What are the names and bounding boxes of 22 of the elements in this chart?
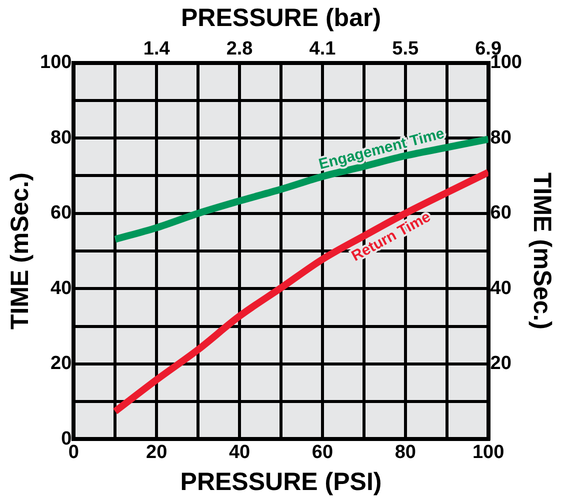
x2-axis-title: PRESSURE (bar) (180, 4, 382, 32)
y2-tick-label: 20 (490, 353, 512, 374)
y-tick-label: 20 (50, 353, 72, 374)
y-tick-label: 40 (50, 278, 72, 299)
x2-tick-label: 4.1 (309, 38, 336, 60)
y2-tick-label: 80 (490, 127, 512, 148)
y2-tick-label: 60 (490, 202, 512, 224)
y-tick-label: 80 (50, 127, 72, 148)
x-tick-label: 80 (394, 442, 416, 463)
y2-tick-label: 40 (490, 278, 512, 299)
x2-tick-label: 5.5 (392, 38, 420, 60)
x-tick-label: 100 (472, 442, 504, 463)
y-tick-label: 100 (40, 52, 72, 74)
y-tick-label: 60 (50, 202, 72, 224)
x-tick-label: 40 (228, 442, 250, 463)
x-axis-title: PRESSURE (PSI) (180, 468, 382, 496)
y2-axis-title: TIME (mSec.) (528, 172, 556, 330)
x2-tick-label: 1.4 (143, 38, 170, 60)
x-tick-label: 60 (312, 442, 334, 463)
y-axis-title: TIME (mSec.) (6, 172, 34, 330)
x-tick-label: 20 (146, 442, 168, 463)
x2-tick-label: 2.8 (226, 38, 253, 60)
